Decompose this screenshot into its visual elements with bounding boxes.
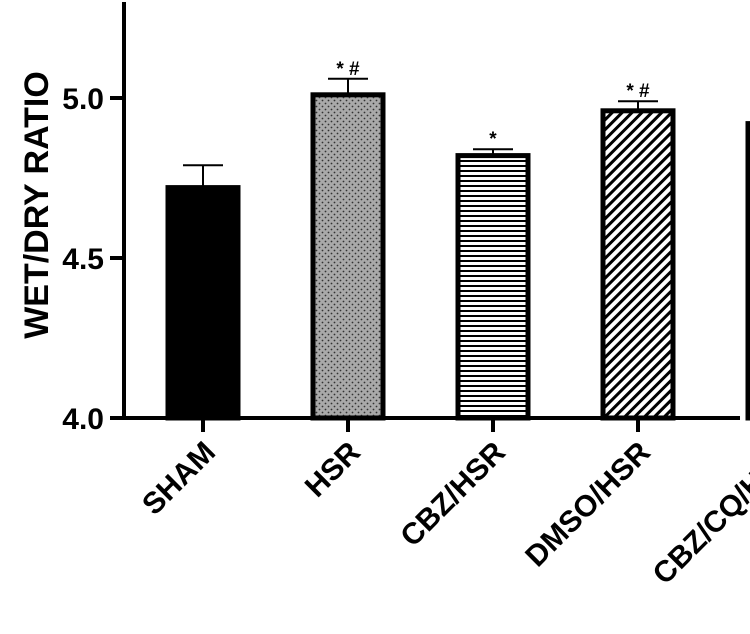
y-tick-label: 4.5 <box>62 243 104 276</box>
y-tick-label: 4.0 <box>62 403 104 436</box>
category-label-hsr: HSR <box>299 435 367 503</box>
y-tick-label: 5.0 <box>62 83 104 116</box>
bar-cbz-hsr <box>455 153 531 421</box>
significance-cbz-hsr: * <box>489 129 497 150</box>
category-label-dmso-hsr: DMSO/HSR <box>519 435 657 573</box>
category-label-cbz-hsr: CBZ/HSR <box>394 435 512 553</box>
bar-sham <box>165 185 241 421</box>
significance-hsr: * # <box>336 59 360 80</box>
bar-cbz-cq-hsr <box>745 121 750 421</box>
category-label-sham: SHAM <box>136 436 222 522</box>
bars-group: * #** #* # <box>165 59 750 421</box>
category-label-cbz-cq-hsr: CBZ/CQ/HSR <box>647 435 750 591</box>
significance-dmso-hsr: * # <box>626 81 650 102</box>
bar-hsr <box>310 92 386 421</box>
y-axis-label: WET/DRY RATIO <box>18 71 56 339</box>
bar-dmso-hsr <box>600 108 676 421</box>
